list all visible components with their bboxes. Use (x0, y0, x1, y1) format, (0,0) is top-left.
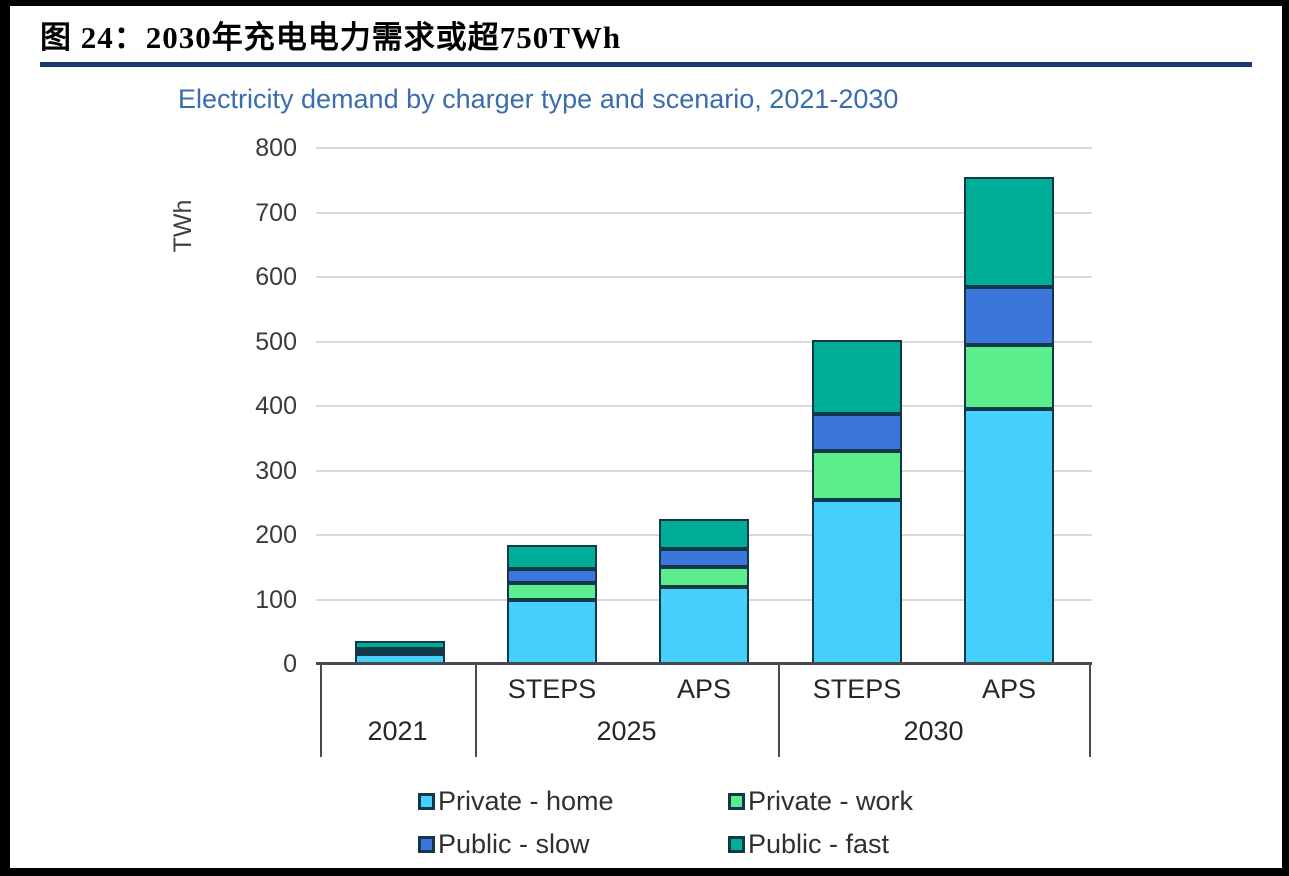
legend-label: Private - home (438, 786, 614, 816)
gridline (316, 147, 1092, 149)
legend-item-public-fast: Public - fast (728, 829, 1038, 860)
y-axis-tick-label: 0 (283, 650, 297, 678)
bar-segment-public-slow (659, 549, 749, 568)
bar-segment-public-fast (812, 340, 902, 415)
bar-segment-public-fast (964, 177, 1054, 287)
legend-row: Public - slow Public - fast (418, 823, 1038, 866)
legend-item-public-slow: Public - slow (418, 829, 728, 860)
legend-item-private-home: Private - home (418, 786, 728, 817)
y-axis-tick-label: 600 (255, 263, 297, 291)
public-fast-swatch-icon (728, 836, 745, 853)
chart-title: Electricity demand by charger type and s… (178, 84, 899, 114)
y-axis-tick-label: 800 (255, 134, 297, 162)
x-axis-group-separator (320, 665, 322, 757)
y-axis-tick-label: 700 (255, 198, 297, 227)
scenario-label: APS (676, 674, 732, 704)
private-home-swatch-icon (418, 793, 435, 810)
y-axis-label: TWh (168, 199, 197, 253)
gridline (316, 405, 1092, 407)
legend-label: Private - work (748, 786, 914, 816)
bar-segment-private-work (964, 344, 1054, 410)
bar-segment-private-work (507, 583, 597, 600)
scenario-label: STEPS (812, 674, 902, 704)
gridline (316, 340, 1092, 343)
bar-segment-public-fast (507, 544, 597, 570)
x-axis-group-separator (475, 665, 477, 757)
y-axis-tick-label: 200 (255, 521, 297, 549)
bar-segment-private-work (812, 451, 902, 500)
chart-legend: Private - home Private - work Public - s… (418, 780, 1038, 866)
bar-segment-private-home (659, 586, 749, 664)
legend-label: Public - fast (748, 829, 890, 859)
bar-segment-private-work (355, 652, 445, 657)
year-label: 2030 (903, 716, 964, 746)
bar-segment-private-work (659, 567, 749, 587)
scenario-label: APS (981, 674, 1037, 704)
bar-segment-private-home (507, 599, 597, 664)
bar-segment-public-slow (812, 414, 902, 452)
y-axis-tick-label: 100 (255, 585, 297, 614)
x-axis-group-separator (778, 665, 780, 757)
public-slow-swatch-icon (418, 836, 435, 853)
gridline (316, 211, 1092, 214)
legend-row: Private - home Private - work (418, 780, 1038, 823)
private-work-swatch-icon (728, 793, 745, 810)
caption-underline (40, 62, 1252, 67)
bar-segment-private-home (964, 409, 1054, 664)
bar-segment-public-slow (964, 286, 1054, 345)
scenario-label: STEPS (507, 674, 597, 704)
y-axis-tick-label: 300 (255, 456, 297, 485)
bar-segment-public-fast (355, 641, 445, 650)
year-label: 2025 (596, 716, 657, 746)
gridline (316, 276, 1092, 278)
legend-label: Public - slow (438, 829, 590, 859)
y-axis-tick-label: 400 (255, 392, 297, 420)
legend-item-private-work: Private - work (728, 786, 1038, 817)
year-label: 2021 (367, 716, 428, 746)
figure-caption: 图 24：2030年充电电力需求或超750TWh (40, 20, 622, 55)
bar-segment-public-slow (507, 569, 597, 584)
x-axis-group-separator (1089, 665, 1091, 757)
bar-segment-private-home (812, 499, 902, 664)
gridline (316, 469, 1092, 472)
bar-segment-public-slow (355, 649, 445, 654)
x-axis-line (316, 662, 1092, 665)
bar-segment-public-fast (659, 518, 749, 550)
y-axis-tick-label: 500 (255, 327, 297, 356)
